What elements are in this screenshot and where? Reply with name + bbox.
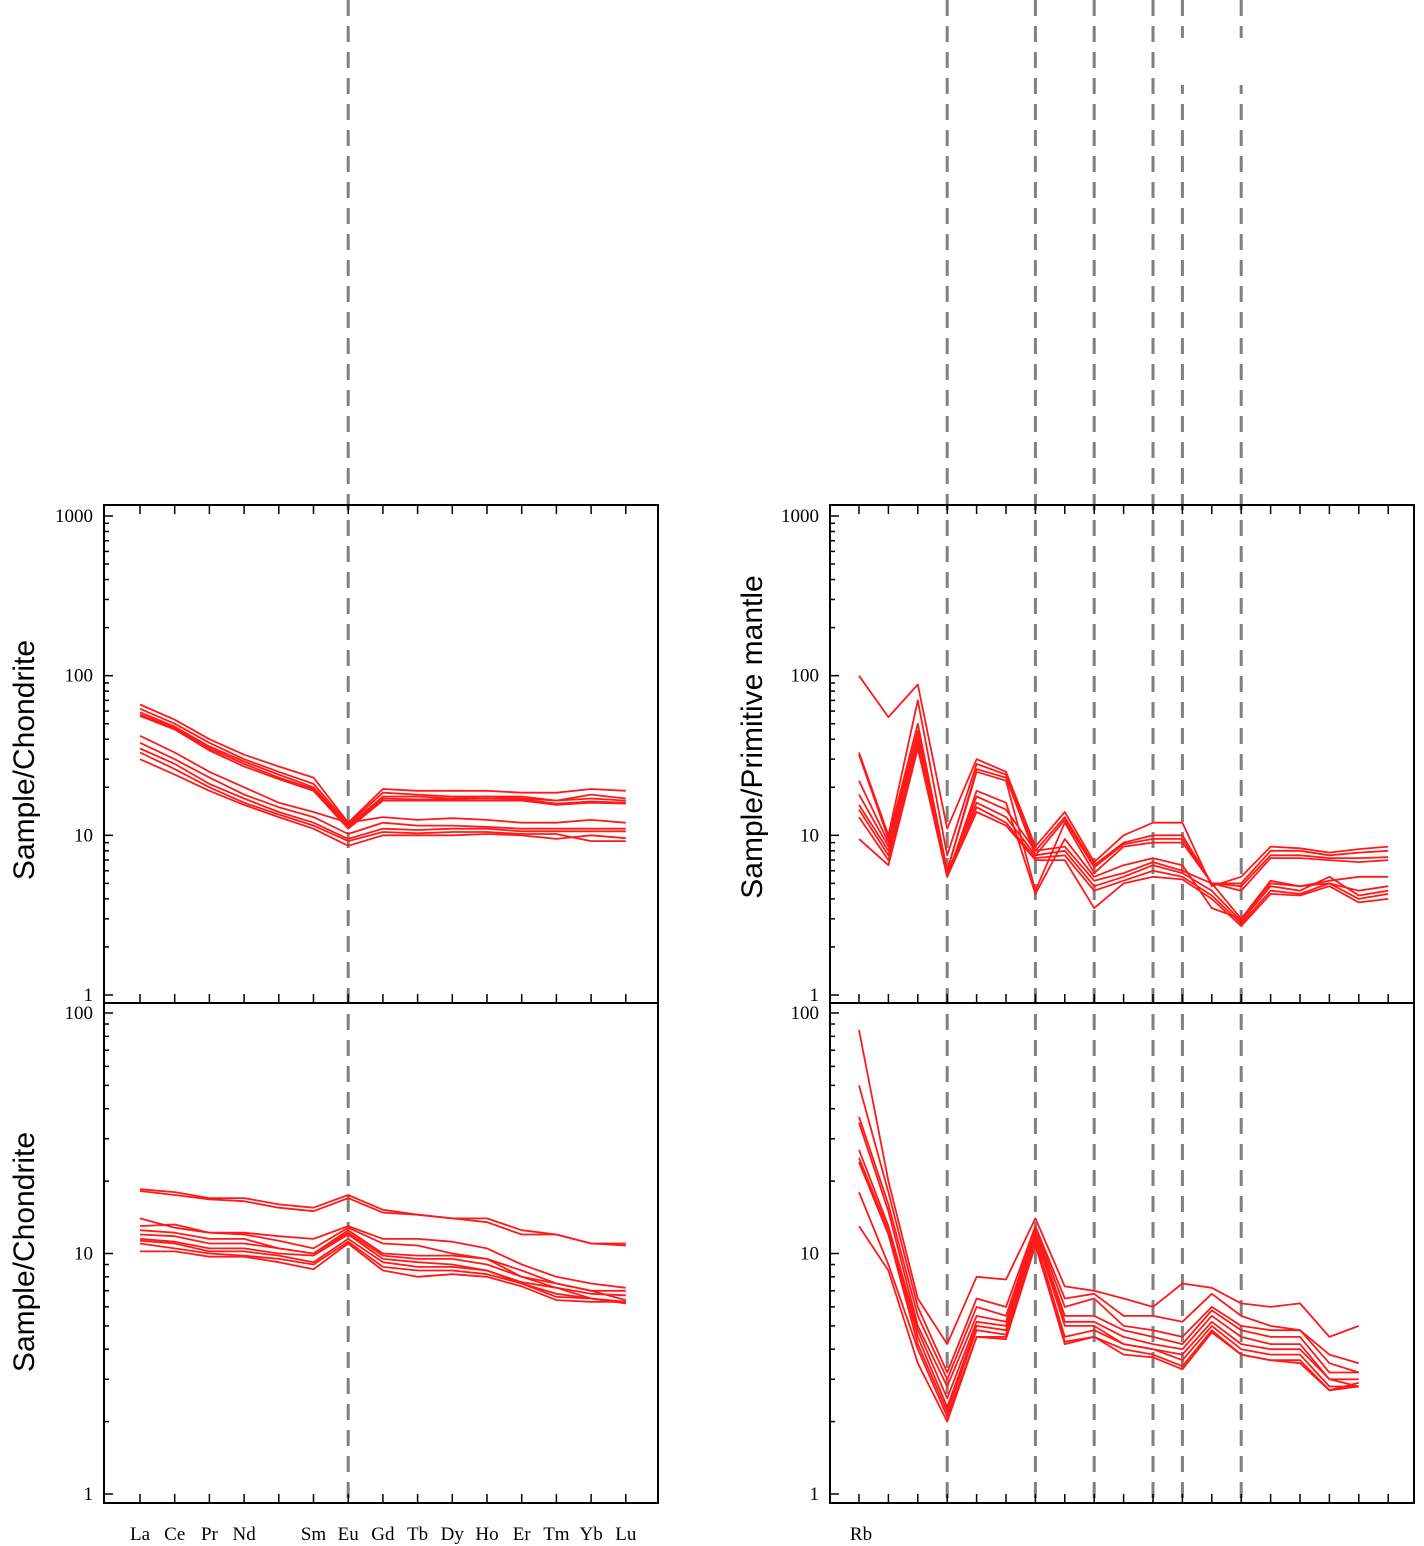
panel-frame-top-left: [103, 504, 659, 1004]
guide-lines: [346, 0, 1243, 1503]
series-line-top-right-2: [858, 699, 1389, 885]
y-tick-label-top-left: 100: [65, 666, 94, 687]
series-line-bottom-left-2: [139, 1190, 626, 1247]
series-line-bottom-right-2: [858, 1085, 1360, 1374]
series-lines: [139, 675, 1389, 1423]
y-tick-label-bottom-right: 100: [791, 1003, 820, 1024]
panel-bottom-left-ylabel: Sample/Chondrite: [8, 1132, 41, 1372]
x-tick-label-Dy: Dy: [441, 1524, 465, 1545]
series-line-top-left-2: [139, 707, 626, 825]
series-line-bottom-right-9: [858, 1225, 1359, 1423]
y-tick-label-bottom-left: 1: [84, 1484, 94, 1505]
series-line-bottom-left-7: [139, 1233, 626, 1303]
series-line-bottom-right-5: [858, 1149, 1359, 1400]
y-tick-label-bottom-right: 10: [800, 1244, 819, 1265]
series-line-top-left-3: [139, 711, 626, 827]
y-tick-label-bottom-right: 1: [810, 1484, 820, 1505]
series-line-top-left-8: [139, 747, 626, 840]
x-tick-label-Nd: Nd: [232, 1524, 256, 1545]
series-line-bottom-left-5: [139, 1229, 626, 1292]
x-tick-label-Er: Er: [513, 1524, 532, 1545]
y-tick-label-top-right: 1000: [781, 506, 819, 527]
series-line-bottom-left-8: [139, 1238, 626, 1305]
series-line-top-left-7: [139, 741, 626, 835]
x-tick-label-Sm: Sm: [301, 1524, 327, 1545]
y-tick-label-top-right: 10: [800, 825, 819, 846]
tick-marks: [104, 505, 1389, 1503]
series-line-top-left-5: [139, 715, 626, 830]
y-tick-label-top-left: 10: [74, 825, 93, 846]
series-line-bottom-left-9: [139, 1240, 626, 1305]
x-tick-label-La: La: [130, 1524, 151, 1545]
x-tick-label-Ho: Ho: [475, 1524, 498, 1545]
series-line-top-left-4: [139, 713, 626, 829]
series-line-bottom-left-10: [140, 1242, 626, 1303]
label-mask: [1163, 38, 1388, 85]
x-tick-label-Lu: Lu: [615, 1524, 637, 1545]
series-line-bottom-left-4: [139, 1223, 627, 1301]
series-line-bottom-right-7: [858, 1161, 1359, 1413]
series-line-top-right-7: [858, 741, 1389, 923]
panel-frame-bottom-right: [829, 1002, 1415, 1504]
y-tick-label-top-left: 1: [84, 985, 94, 1006]
x-tick-label-Gd: Gd: [371, 1524, 395, 1545]
series-line-top-left-1: [139, 703, 626, 824]
x-tick-label-Tb: Tb: [407, 1524, 428, 1545]
x-tick-label-Ce: Ce: [164, 1524, 185, 1545]
y-tick-label-bottom-left: 10: [74, 1244, 93, 1265]
panel-top-right-ylabel: Sample/Primitive mantle: [736, 575, 769, 898]
series-line-top-left-6: [139, 734, 626, 824]
series-line-top-right-9: [858, 747, 1389, 927]
series-line-bottom-right-6: [858, 1157, 1360, 1408]
x-tick-label-Tm: Tm: [543, 1524, 570, 1545]
series-line-bottom-left-1: [139, 1188, 626, 1245]
y-tick-label-top-right: 100: [791, 666, 820, 687]
series-line-top-right-1: [858, 675, 1389, 888]
series-line-bottom-right-1: [858, 1029, 1360, 1345]
x-tick-label-Pr: Pr: [201, 1524, 219, 1545]
y-tick-label-top-right: 1: [810, 985, 820, 1006]
y-tick-label-top-left: 1000: [55, 506, 93, 527]
x-tick-label-Eu: Eu: [338, 1524, 360, 1545]
x-tick-label-Rb: Rb: [850, 1524, 872, 1545]
series-line-bottom-right-4: [858, 1122, 1359, 1388]
series-line-bottom-right-3: [858, 1116, 1360, 1381]
series-line-top-left-10: [139, 751, 626, 842]
panel-frame-top-right: [829, 504, 1415, 1004]
series-line-top-left-9: [139, 758, 626, 847]
panel-top-left-ylabel: Sample/Chondrite: [8, 640, 41, 880]
x-tick-label-Yb: Yb: [579, 1524, 602, 1545]
series-line-bottom-left-6: [139, 1231, 626, 1297]
y-tick-label-bottom-left: 100: [65, 1003, 94, 1024]
